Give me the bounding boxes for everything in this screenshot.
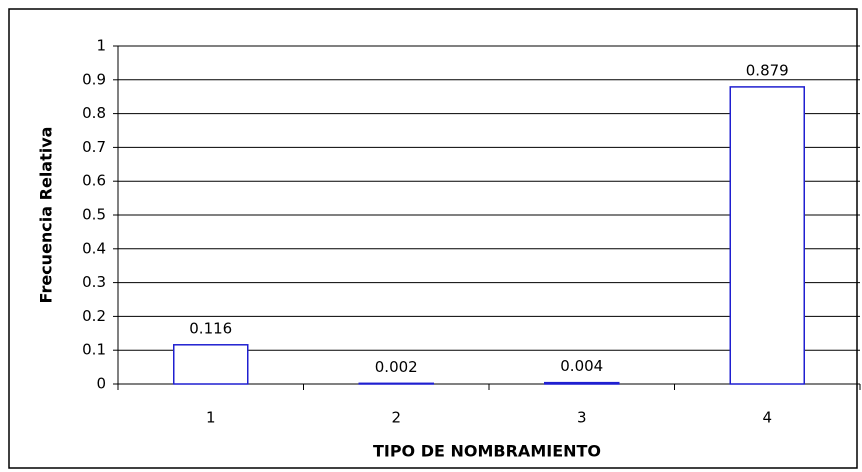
y-tick-label: 0.3 <box>82 273 106 291</box>
y-tick-label: 1 <box>96 37 106 55</box>
x-tick-label: 4 <box>762 409 772 427</box>
data-label: 0.879 <box>746 61 789 79</box>
y-tick-label: 0.1 <box>82 341 106 359</box>
x-tick-label: 2 <box>391 409 401 427</box>
y-tick-label: 0 <box>96 375 106 393</box>
y-tick-label: 0.2 <box>82 307 106 325</box>
bar <box>358 382 434 385</box>
y-tick-label: 0.7 <box>82 138 106 156</box>
data-label: 0.002 <box>375 358 418 376</box>
data-label: 0.116 <box>189 319 232 337</box>
y-tick-label: 0.4 <box>82 239 106 257</box>
bar <box>729 86 805 385</box>
y-axis-title: Frecuencia Relativa <box>37 127 56 304</box>
y-tick-label: 0.6 <box>82 172 106 190</box>
data-label: 0.004 <box>560 357 603 375</box>
bar <box>173 344 249 385</box>
y-tick-label: 0.5 <box>82 206 106 224</box>
y-tick-label: 0.9 <box>82 70 106 88</box>
x-tick-label: 1 <box>206 409 216 427</box>
y-tick-label: 0.8 <box>82 104 106 122</box>
x-axis-title: TIPO DE NOMBRAMIENTO <box>373 442 601 461</box>
bar <box>544 381 620 385</box>
x-tick-label: 3 <box>577 409 587 427</box>
chart-frame <box>8 8 858 469</box>
